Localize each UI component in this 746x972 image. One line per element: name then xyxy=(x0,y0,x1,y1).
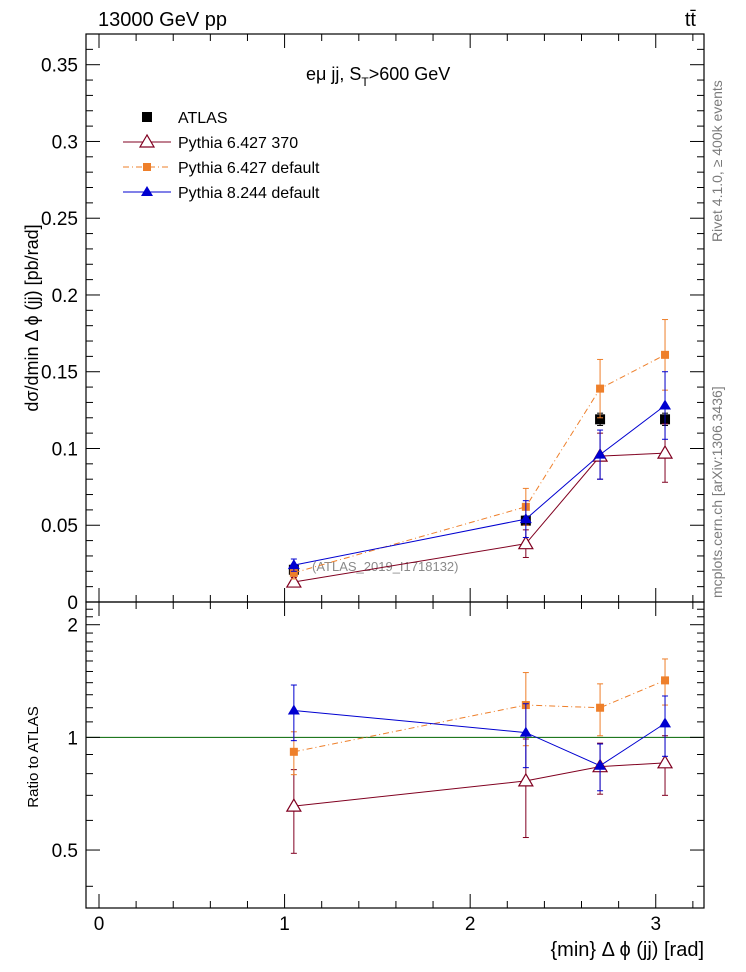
legend: ATLAS Pythia 6.427 370 Pythia 6.427 defaul… xyxy=(123,110,320,202)
series-pythia-6-427-default xyxy=(289,319,670,580)
y-tick-label: 0.15 xyxy=(41,363,78,384)
data-point xyxy=(289,747,298,756)
data-point xyxy=(661,350,670,359)
series-pythia-8-244-default xyxy=(287,371,672,572)
y-tick-label: 0.05 xyxy=(41,516,78,537)
data-point xyxy=(659,717,672,728)
main-y-axis-label: dσ/dmin Δ ϕ (jj) [pb/rad] xyxy=(22,224,42,411)
series-line xyxy=(293,679,666,753)
data-point xyxy=(519,513,532,524)
y-tick-label: 2 xyxy=(67,616,78,637)
data-point xyxy=(595,414,606,425)
y-tick-label: 0 xyxy=(67,593,78,614)
ratio-y-axis-ticks: 0.5 1 2 xyxy=(52,608,704,887)
main-series-group xyxy=(285,319,674,588)
legend-label: Pythia 6.427 370 xyxy=(178,135,298,152)
y-tick-label: 0.2 xyxy=(52,286,78,307)
x-axis-label: {min} Δ ϕ (jj) [rad] xyxy=(551,939,705,961)
ratio-panel: 0.5 1 2 0 1 2 3 Ratio to ATLAS {min} Δ ϕ (jj)… xyxy=(25,601,705,961)
data-point xyxy=(661,676,670,685)
data-point xyxy=(517,772,534,787)
ratio-series-group xyxy=(285,658,674,854)
y-tick-label: 0.5 xyxy=(52,841,78,862)
legend-marker xyxy=(142,112,152,122)
main-panel: (ATLAS_2019_I1718132) 00.050.10.150.20.2… xyxy=(22,33,705,614)
legend-marker xyxy=(141,186,153,196)
data-point xyxy=(285,573,302,588)
ratio-x-axis-ticks: 0 1 2 3 xyxy=(94,602,694,935)
plot-title: eμ jj, ST>600 GeV xyxy=(306,64,450,89)
data-point xyxy=(596,703,605,712)
data-point xyxy=(656,444,674,459)
ratio-y-axis-label: Ratio to ATLAS xyxy=(25,706,42,807)
data-point xyxy=(594,448,607,459)
data-point xyxy=(656,754,674,769)
energy-label: 13000 GeV pp xyxy=(98,9,227,31)
legend-label: Pythia 8.244 default xyxy=(178,185,320,202)
series-pythia-8-244-default xyxy=(287,684,672,792)
data-point xyxy=(517,535,534,550)
data-point xyxy=(287,559,300,570)
data-point xyxy=(594,759,607,770)
series-line xyxy=(293,405,666,566)
y-tick-label: 0.1 xyxy=(52,439,78,460)
series-line xyxy=(293,354,666,574)
main-x-axis-ticks xyxy=(98,34,694,602)
series-line xyxy=(293,709,666,767)
main-y-axis-ticks: 0 0.05 0.1 0.15 0.2 0.25 0.3 0.35 xyxy=(41,48,704,614)
series-pythia-6-427-370 xyxy=(285,735,674,854)
y-tick-label: 0.25 xyxy=(41,209,78,230)
legend-label: ATLAS xyxy=(178,110,228,127)
y-tick-label: 1 xyxy=(67,728,78,749)
data-point xyxy=(596,384,605,393)
ratio-panel-frame xyxy=(85,601,705,909)
data-point xyxy=(289,568,298,577)
mcplots-credit-text: mcplots.cern.ch [arXiv:1306.3436] xyxy=(709,386,725,598)
x-tick-label: 3 xyxy=(650,914,661,935)
x-tick-label: 0 xyxy=(94,914,105,935)
data-point xyxy=(285,797,302,812)
legend-marker xyxy=(138,133,156,148)
x-tick-label: 2 xyxy=(465,914,476,935)
series-line xyxy=(293,762,666,807)
series-line xyxy=(293,452,666,583)
legend-label: Pythia 6.427 default xyxy=(178,160,320,177)
legend-marker xyxy=(143,163,151,171)
data-point xyxy=(659,399,672,410)
rivet-version-text: Rivet 4.1.0, ≥ 400k events xyxy=(709,80,725,242)
y-tick-label: 0.3 xyxy=(52,132,78,153)
x-tick-label: 1 xyxy=(279,914,290,935)
y-tick-label: 0.35 xyxy=(41,56,78,77)
series-atlas xyxy=(288,412,671,575)
data-point xyxy=(519,726,532,737)
data-point xyxy=(287,704,300,715)
process-label: tt̄ xyxy=(685,9,697,31)
